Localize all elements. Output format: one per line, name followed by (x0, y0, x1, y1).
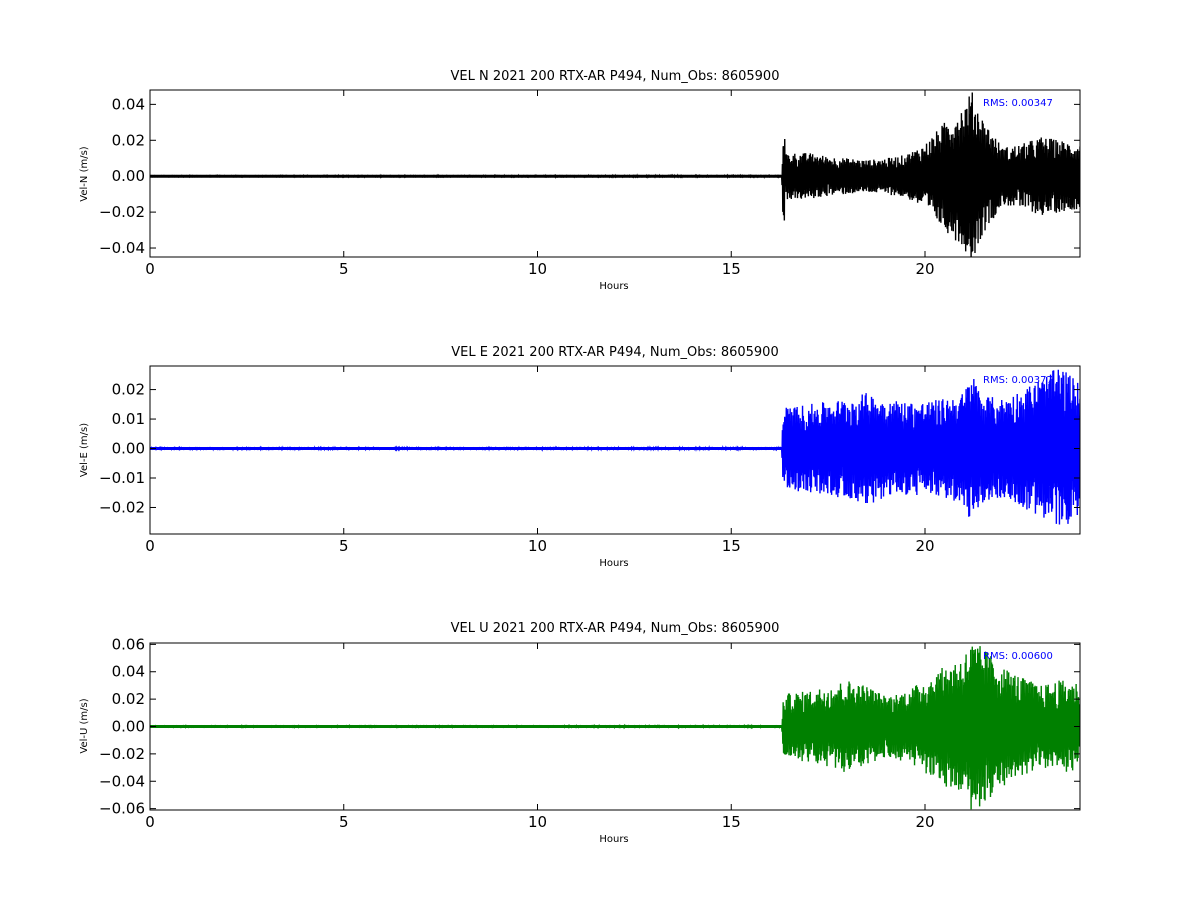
rms-annotation: RMS: 0.00347 (983, 98, 1053, 109)
axes-frame (149, 89, 1081, 258)
chart-title: VEL E 2021 200 RTX-AR P494, Num_Obs: 860… (451, 345, 778, 360)
x-tick-label: 5 (339, 260, 349, 278)
x-tick-label: 15 (722, 260, 741, 278)
x-tick-label: 0 (145, 260, 155, 278)
x-tick-label: 5 (339, 537, 349, 555)
y-tick-label: −0.04 (99, 772, 145, 790)
chart-title: VEL N 2021 200 RTX-AR P494, Num_Obs: 860… (451, 69, 780, 84)
y-tick-label: −0.01 (99, 469, 145, 487)
x-tick-label: 10 (528, 260, 547, 278)
y-tick-label: 0.02 (112, 131, 145, 149)
x-axis-label: Hours (599, 558, 628, 569)
y-tick-label: −0.04 (99, 239, 145, 257)
x-tick-label: 20 (915, 813, 934, 831)
x-tick-label: 5 (339, 813, 349, 831)
y-tick-label: 0.02 (112, 381, 145, 399)
y-tick-label: 0.00 (112, 440, 145, 458)
x-tick-label: 10 (528, 813, 547, 831)
y-tick-label: 0.04 (112, 95, 145, 113)
y-tick-label: −0.02 (99, 498, 145, 516)
x-tick-label: 10 (528, 537, 547, 555)
x-axis-label: Hours (599, 834, 628, 845)
axes-frame (149, 365, 1081, 535)
x-tick-label: 20 (915, 260, 934, 278)
y-tick-label: 0.02 (112, 690, 145, 708)
y-tick-label: 0.06 (112, 635, 145, 653)
y-axis-label: Vel-U (m/s) (79, 698, 90, 753)
y-tick-label: 0.01 (112, 410, 145, 428)
x-tick-label: 15 (722, 813, 741, 831)
panel-vel-n: VEL N 2021 200 RTX-AR P494, Num_Obs: 860… (79, 69, 1081, 292)
y-tick-label: −0.02 (99, 203, 145, 221)
x-tick-label: 0 (145, 537, 155, 555)
x-tick-label: 20 (915, 537, 934, 555)
y-axis-label: Vel-E (m/s) (79, 423, 90, 477)
panel-vel-u: VEL U 2021 200 RTX-AR P494, Num_Obs: 860… (79, 621, 1081, 845)
y-tick-label: 0.00 (112, 718, 145, 736)
rms-annotation: RMS: 0.00377 (983, 375, 1053, 386)
y-tick-label: −0.06 (99, 800, 145, 818)
y-axis-label: Vel-N (m/s) (79, 146, 90, 201)
rms-annotation: RMS: 0.00600 (983, 651, 1053, 662)
plot-area-vel-u (150, 646, 1080, 810)
panel-vel-e: VEL E 2021 200 RTX-AR P494, Num_Obs: 860… (79, 345, 1081, 569)
y-tick-label: 0.00 (112, 167, 145, 185)
y-tick-label: −0.02 (99, 745, 145, 763)
x-axis-label: Hours (599, 281, 628, 292)
x-tick-label: 15 (722, 537, 741, 555)
chart-title: VEL U 2021 200 RTX-AR P494, Num_Obs: 860… (451, 621, 780, 636)
y-tick-label: 0.04 (112, 663, 145, 681)
plot-area-vel-e (150, 369, 1080, 525)
plot-area-vel-n (150, 92, 1080, 257)
x-tick-label: 0 (145, 813, 155, 831)
